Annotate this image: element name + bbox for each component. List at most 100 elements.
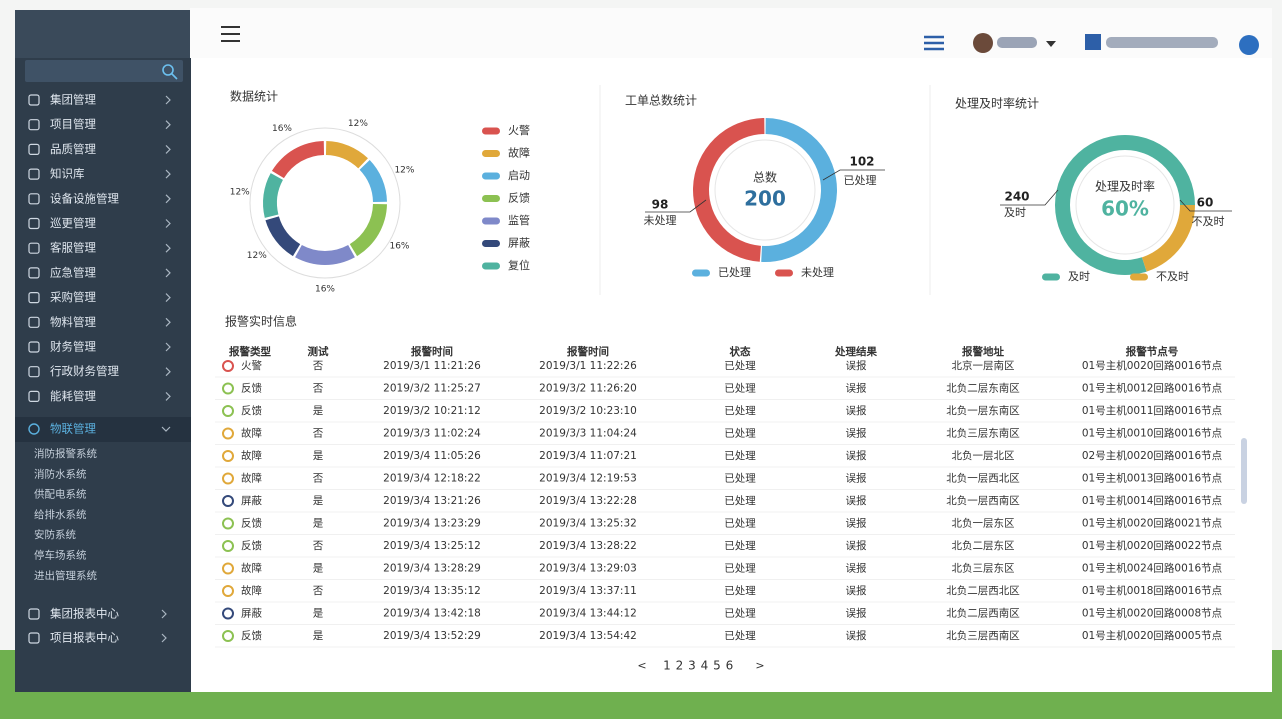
callout-label: 已处理 [844, 174, 877, 187]
legend-swatch [1130, 273, 1148, 281]
donut-segment [1141, 205, 1195, 272]
table-cell: 已处理 [724, 518, 756, 530]
menu-item[interactable]: 应急管理 [50, 265, 96, 279]
donut-segment [325, 141, 368, 169]
table-cell: 已处理 [724, 540, 756, 552]
type-icon [222, 495, 234, 507]
avatar[interactable] [973, 33, 993, 53]
donut-segment [349, 203, 387, 257]
list-icon[interactable] [924, 35, 944, 51]
center-title: 总数 [753, 170, 777, 185]
submenu-item[interactable]: 消防报警系统 [34, 447, 97, 460]
dropdown-arrow[interactable] [1046, 41, 1056, 47]
submenu-item[interactable]: 给排水系统 [34, 508, 87, 521]
menu-item[interactable]: 项目管理 [50, 117, 96, 131]
callout-value: 60 [1197, 196, 1214, 210]
page-number[interactable]: 6 [726, 659, 734, 673]
menu-item[interactable]: 客服管理 [50, 241, 96, 255]
table-cell: 否 [313, 540, 324, 552]
donut-segment [271, 141, 325, 179]
menu-item[interactable]: 采购管理 [50, 290, 96, 304]
table-cell: 是 [313, 405, 324, 417]
value-label: 16% [389, 242, 409, 252]
menu-item[interactable]: 能耗管理 [50, 389, 96, 403]
search-icon[interactable] [162, 64, 174, 76]
table-cell: 01号主机0018回路0016节点 [1082, 584, 1222, 597]
submenu-item[interactable]: 安防系统 [34, 528, 76, 541]
menu-icon [28, 94, 40, 106]
chevron [165, 391, 171, 401]
donut-segment [359, 160, 387, 203]
value-label: 12% [230, 187, 250, 197]
search-box[interactable] [25, 60, 183, 82]
main-area [190, 8, 1272, 692]
table-cell: 01号主机0012回路0016节点 [1082, 382, 1222, 395]
menu-item[interactable]: 项目报表中心 [50, 631, 119, 645]
legend-label: 复位 [508, 258, 530, 272]
menu-item[interactable]: 巡更管理 [50, 216, 96, 230]
table-cell: 已处理 [724, 495, 756, 507]
menu-item[interactable]: 知识库 [50, 167, 85, 181]
table-title: 报警实时信息 [225, 314, 297, 329]
menu-item[interactable]: 物料管理 [50, 315, 96, 329]
menu-item[interactable]: 集团报表中心 [50, 607, 119, 621]
column-header: 报警时间 [411, 345, 453, 358]
menu-icon [28, 119, 40, 131]
legend-swatch [482, 195, 500, 202]
table-cell: 01号主机0020回路0016节点 [1082, 359, 1222, 372]
table-cell: 01号主机0010回路0016节点 [1082, 427, 1222, 440]
table-cell: 北负二层西北区 [946, 584, 1020, 597]
legend-swatch [482, 217, 500, 225]
menu-item[interactable]: 财务管理 [50, 340, 96, 354]
page-number[interactable]: 5 [713, 659, 721, 673]
table-cell: 误报 [846, 539, 867, 552]
menu-item-active[interactable]: 物联管理 [50, 422, 96, 436]
type-icon [222, 607, 234, 620]
hamburger[interactable] [221, 26, 240, 42]
table-cell: 2019/3/4 13:21:26 [383, 495, 481, 507]
table-cell: 已处理 [724, 383, 756, 395]
submenu-item[interactable]: 进出管理系统 [34, 569, 97, 582]
submenu-item[interactable]: 停车场系统 [34, 549, 87, 562]
page-prev[interactable]: < [637, 659, 646, 672]
column-header: 处理结果 [834, 345, 877, 358]
menu-item[interactable]: 设备设施管理 [50, 191, 119, 205]
scrollbar[interactable] [1241, 438, 1247, 504]
menu-item[interactable]: 集团管理 [50, 93, 96, 107]
page-number[interactable]: 4 [701, 659, 709, 673]
table-cell: 已处理 [724, 608, 756, 620]
legend-swatch [482, 172, 500, 180]
legend-swatch [1042, 273, 1060, 281]
table-cell: 已处理 [724, 428, 756, 440]
page-number[interactable]: 3 [688, 659, 696, 673]
table-cell: 否 [313, 585, 324, 597]
page-next[interactable]: > [755, 659, 764, 672]
table-cell: 误报 [846, 472, 867, 485]
table-cell: 2019/3/3 11:04:24 [539, 428, 637, 440]
legend-label: 火警 [508, 123, 530, 137]
logout-button[interactable] [1239, 35, 1259, 55]
table-cell: 北负三层东南区 [946, 427, 1020, 440]
value-label: 12% [394, 166, 414, 176]
menu-item[interactable]: 品质管理 [50, 142, 96, 156]
legend-label: 已处理 [718, 266, 751, 279]
page-number[interactable]: 2 [676, 659, 684, 673]
table-cell: 故障 [241, 472, 262, 485]
table-cell: 2019/3/4 13:52:29 [383, 630, 481, 642]
donut-segment [295, 245, 355, 265]
submenu-item[interactable]: 供配电系统 [34, 488, 87, 501]
center-title: 处理及时率 [1095, 179, 1155, 194]
menu-item[interactable]: 行政财务管理 [50, 364, 119, 378]
submenu-item[interactable]: 消防水系统 [34, 467, 87, 480]
table-cell: 北负一层西北区 [946, 472, 1020, 485]
table-cell: 2019/3/4 13:28:29 [383, 563, 481, 575]
value-label: 16% [272, 124, 292, 134]
menu-icon [28, 316, 40, 328]
calendar-icon[interactable] [1085, 34, 1101, 50]
table-cell: 2019/3/4 13:28:22 [539, 540, 637, 552]
chevron [165, 317, 171, 327]
page-number[interactable]: 1 [663, 659, 671, 673]
table-cell: 是 [313, 518, 324, 530]
donut-segment [262, 173, 283, 218]
